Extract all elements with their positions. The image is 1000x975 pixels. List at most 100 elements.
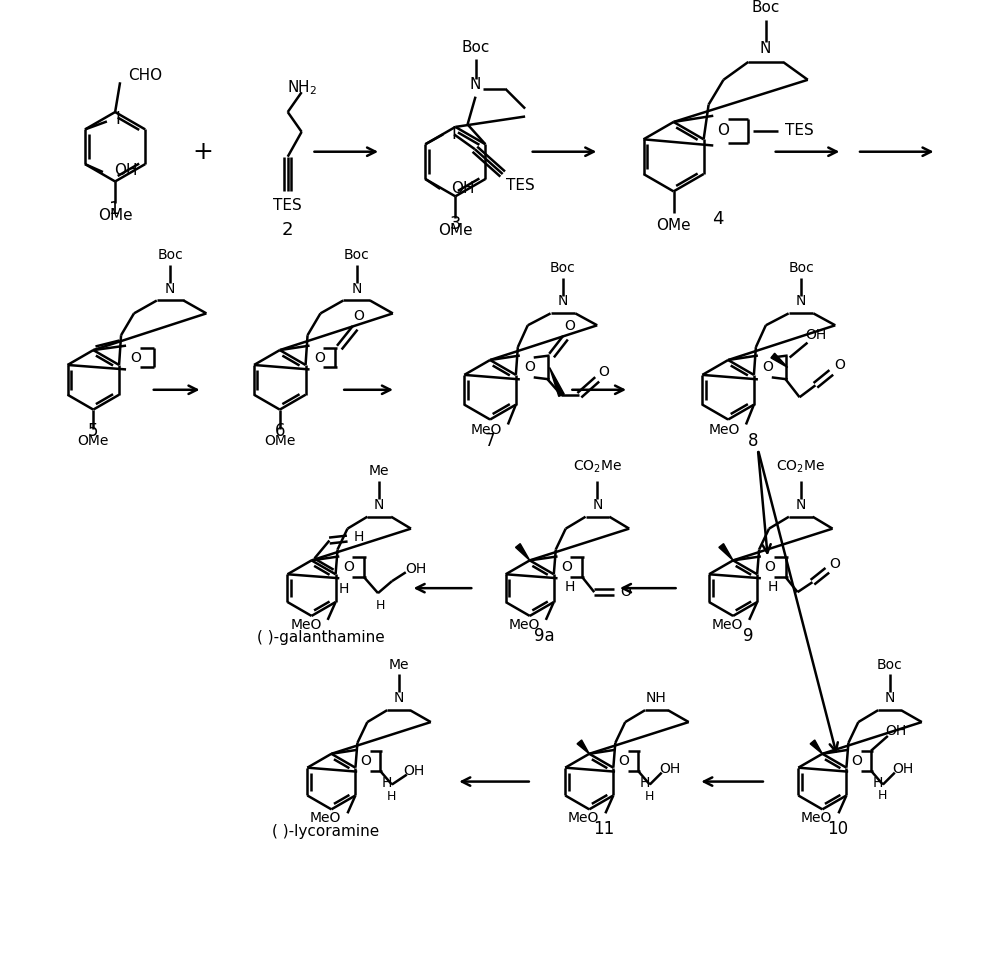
Text: 4: 4 bbox=[712, 211, 724, 228]
Text: H: H bbox=[873, 775, 883, 790]
Text: NH$_2$: NH$_2$ bbox=[287, 78, 317, 97]
Text: Boc: Boc bbox=[788, 260, 814, 275]
Text: H: H bbox=[339, 582, 349, 596]
Text: H: H bbox=[382, 775, 392, 790]
Text: O: O bbox=[524, 361, 535, 374]
Text: Boc: Boc bbox=[461, 40, 490, 55]
Text: 3: 3 bbox=[450, 215, 461, 233]
Text: H: H bbox=[564, 580, 575, 594]
Text: Boc: Boc bbox=[751, 0, 780, 15]
Text: MeO: MeO bbox=[708, 423, 740, 438]
Text: CHO: CHO bbox=[128, 68, 162, 83]
Text: H: H bbox=[645, 790, 654, 803]
Text: H: H bbox=[768, 580, 778, 594]
Text: N: N bbox=[393, 691, 404, 705]
Text: MeO: MeO bbox=[508, 618, 540, 632]
Text: NH: NH bbox=[646, 691, 667, 705]
Text: H: H bbox=[375, 599, 385, 611]
Text: H: H bbox=[387, 790, 397, 803]
Text: +: + bbox=[192, 139, 213, 164]
Text: 8: 8 bbox=[748, 432, 758, 450]
Text: Me: Me bbox=[369, 464, 389, 478]
Text: 9: 9 bbox=[743, 627, 753, 644]
Polygon shape bbox=[771, 353, 788, 368]
Text: O: O bbox=[131, 351, 141, 365]
Text: O: O bbox=[852, 754, 863, 767]
Text: O: O bbox=[717, 123, 729, 138]
Text: OH: OH bbox=[659, 761, 680, 776]
Text: Me: Me bbox=[388, 657, 409, 672]
Text: ( )-galanthamine: ( )-galanthamine bbox=[257, 630, 385, 645]
Text: O: O bbox=[361, 754, 372, 767]
Text: N: N bbox=[796, 294, 806, 308]
Text: N: N bbox=[374, 498, 384, 512]
Text: OMe: OMe bbox=[264, 434, 295, 448]
Text: N: N bbox=[165, 282, 175, 295]
Text: O: O bbox=[764, 561, 775, 574]
Text: H: H bbox=[640, 775, 650, 790]
Text: N: N bbox=[884, 691, 895, 705]
Text: MeO: MeO bbox=[712, 618, 743, 632]
Text: OMe: OMe bbox=[656, 217, 691, 233]
Text: O: O bbox=[314, 351, 325, 365]
Text: I: I bbox=[115, 110, 120, 129]
Polygon shape bbox=[516, 544, 530, 561]
Text: O: O bbox=[621, 585, 631, 599]
Text: OH: OH bbox=[451, 181, 475, 196]
Text: H: H bbox=[878, 789, 888, 802]
Text: TES: TES bbox=[273, 198, 302, 213]
Text: MeO: MeO bbox=[470, 423, 502, 438]
Text: 6: 6 bbox=[275, 422, 285, 441]
Polygon shape bbox=[550, 368, 564, 397]
Text: Boc: Boc bbox=[550, 260, 576, 275]
Text: OH: OH bbox=[805, 328, 826, 341]
Text: CO$_2$Me: CO$_2$Me bbox=[776, 459, 825, 476]
Text: 9a: 9a bbox=[534, 627, 555, 644]
Text: TES: TES bbox=[785, 123, 814, 138]
Text: O: O bbox=[619, 754, 629, 767]
Polygon shape bbox=[719, 544, 733, 561]
Text: OMe: OMe bbox=[98, 208, 132, 222]
Text: O: O bbox=[561, 561, 572, 574]
Text: Boc: Boc bbox=[344, 248, 370, 262]
Text: N: N bbox=[760, 41, 771, 56]
Text: MeO: MeO bbox=[290, 618, 322, 632]
Text: TES: TES bbox=[506, 178, 535, 193]
Text: O: O bbox=[762, 361, 773, 374]
Text: 7: 7 bbox=[485, 432, 495, 450]
Text: O: O bbox=[834, 359, 845, 372]
Text: N: N bbox=[592, 498, 603, 512]
Polygon shape bbox=[577, 740, 589, 754]
Text: MeO: MeO bbox=[568, 811, 599, 825]
Polygon shape bbox=[810, 740, 822, 754]
Text: 10: 10 bbox=[827, 820, 848, 838]
Text: N: N bbox=[558, 294, 568, 308]
Text: 2: 2 bbox=[282, 221, 293, 239]
Text: 11: 11 bbox=[594, 820, 615, 838]
Text: O: O bbox=[599, 366, 610, 379]
Text: 5: 5 bbox=[88, 422, 99, 441]
Text: O: O bbox=[354, 309, 365, 323]
Text: H: H bbox=[354, 529, 364, 544]
Text: OH: OH bbox=[885, 724, 906, 738]
Text: 1: 1 bbox=[109, 200, 121, 218]
Text: Boc: Boc bbox=[877, 657, 902, 672]
Text: OH: OH bbox=[892, 761, 913, 776]
Text: N: N bbox=[351, 282, 362, 295]
Text: OH: OH bbox=[114, 163, 137, 177]
Text: CO$_2$Me: CO$_2$Me bbox=[573, 459, 622, 476]
Text: OH: OH bbox=[405, 563, 426, 576]
Text: ( )-lycoramine: ( )-lycoramine bbox=[272, 824, 379, 838]
Text: O: O bbox=[564, 319, 575, 332]
Text: I: I bbox=[452, 126, 457, 143]
Text: OMe: OMe bbox=[78, 434, 109, 448]
Text: N: N bbox=[796, 498, 806, 512]
Text: MeO: MeO bbox=[310, 811, 341, 825]
Text: O: O bbox=[343, 561, 354, 574]
Text: Boc: Boc bbox=[157, 248, 183, 262]
Text: O: O bbox=[829, 558, 840, 571]
Text: N: N bbox=[470, 77, 481, 93]
Text: OH: OH bbox=[403, 763, 424, 778]
Text: OMe: OMe bbox=[438, 222, 473, 238]
Text: MeO: MeO bbox=[801, 811, 832, 825]
